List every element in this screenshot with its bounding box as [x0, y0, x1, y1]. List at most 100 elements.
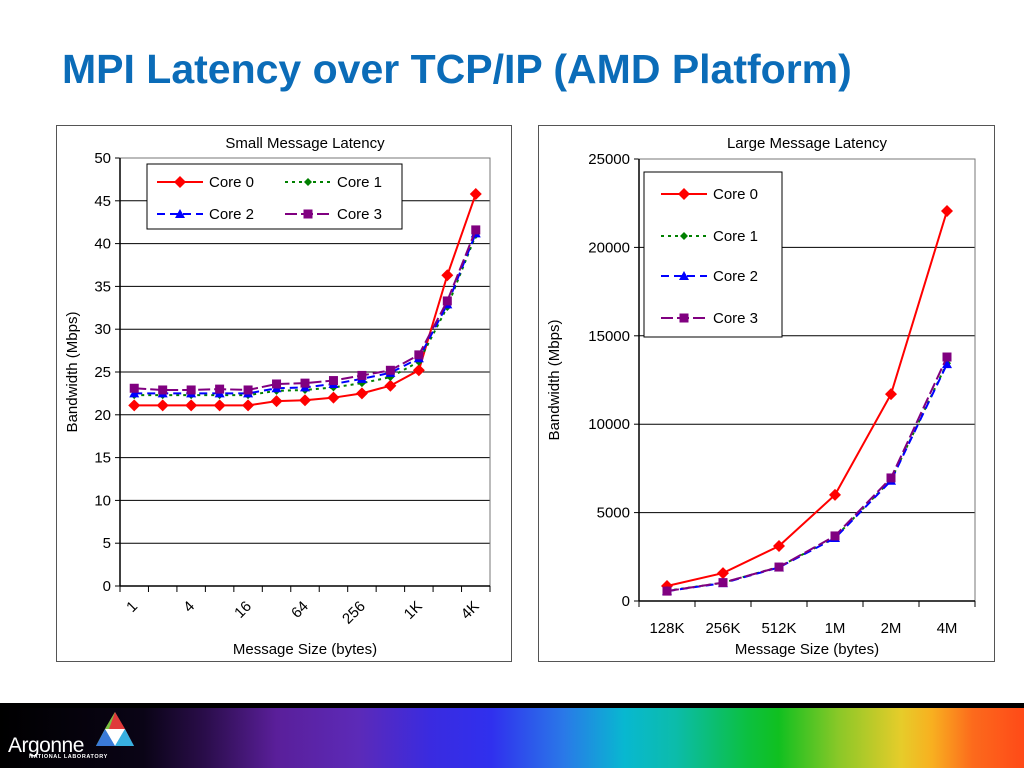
legend-label: Core 0 — [209, 174, 254, 191]
legend-label: Core 3 — [337, 206, 382, 223]
x-tick-label: 2M — [881, 620, 902, 637]
x-tick-label: 256 — [339, 598, 369, 628]
data-point — [441, 269, 454, 282]
x-tick-label: 4 — [180, 598, 198, 616]
legend-marker — [680, 232, 688, 240]
x-tick-label: 512K — [761, 620, 796, 637]
y-tick-label: 15 — [94, 450, 111, 467]
argonne-logo-icon — [96, 712, 134, 746]
series-core-2 — [662, 359, 952, 596]
data-point — [327, 391, 340, 404]
data-point — [355, 387, 368, 400]
spectrum-gradient — [0, 708, 1024, 768]
chart-title: Small Message Latency — [225, 135, 385, 152]
data-point — [885, 388, 897, 401]
data-point — [386, 373, 395, 382]
y-tick-label: 0 — [103, 578, 111, 595]
legend-marker — [174, 176, 186, 188]
y-tick-label: 15000 — [588, 328, 630, 345]
data-point — [156, 399, 169, 412]
series-line — [666, 362, 948, 592]
x-tick-label: 1K — [401, 598, 426, 623]
data-point — [242, 399, 255, 412]
data-point — [243, 385, 253, 395]
x-tick-label: 1M — [825, 620, 846, 637]
x-tick-label: 16 — [231, 598, 255, 622]
y-tick-label: 0 — [622, 593, 630, 610]
legend-marker — [679, 271, 689, 280]
chart-title: Large Message Latency — [727, 135, 888, 152]
legend-item: Core 2 — [661, 268, 758, 285]
legend-item: Core 3 — [661, 310, 758, 327]
y-tick-label: 30 — [94, 321, 111, 338]
logo-subtitle: NATIONAL LABORATORY — [29, 754, 108, 760]
data-point — [773, 540, 785, 553]
legend-label: Core 0 — [713, 186, 758, 203]
data-point — [662, 586, 672, 596]
y-tick-label: 35 — [94, 278, 111, 295]
legend-item: Core 3 — [285, 206, 382, 223]
y-tick-label: 10000 — [588, 416, 630, 433]
data-point — [357, 379, 366, 388]
series-line — [134, 234, 477, 397]
data-point — [774, 562, 784, 572]
data-point — [941, 204, 953, 217]
data-point — [384, 379, 397, 392]
legend: Core 0 Core 1 Core 2 Core 3 — [643, 171, 783, 338]
series-line — [666, 356, 948, 593]
footer-divider — [0, 703, 1024, 708]
data-point — [158, 385, 168, 395]
series-core-3 — [129, 225, 481, 395]
series-line — [666, 363, 948, 593]
large-message-chart: Large Message Latency 0 5000 10000 15000 2000… — [546, 135, 976, 658]
legend-frame — [643, 171, 783, 338]
legend-item: Core 1 — [285, 174, 382, 191]
y-tick-label: 25 — [94, 364, 111, 381]
data-point — [471, 225, 481, 235]
legend-label: Core 2 — [209, 206, 254, 223]
y-tick-label: 40 — [94, 236, 111, 253]
data-point — [442, 296, 452, 306]
data-point — [299, 394, 311, 407]
x-axis-label: Message Size (bytes) — [233, 641, 377, 658]
y-tick-label: 50 — [94, 150, 111, 167]
legend-label: Core 3 — [713, 310, 758, 327]
legend-label: Core 2 — [713, 268, 758, 285]
series-core-1 — [130, 231, 480, 400]
data-point — [886, 473, 896, 483]
data-point — [717, 567, 729, 580]
y-tick-label: 10 — [94, 492, 111, 509]
data-point — [469, 187, 482, 200]
data-point — [718, 578, 728, 588]
x-tick-label: 4K — [458, 598, 483, 623]
series-line — [134, 232, 477, 395]
series-core-0 — [128, 187, 482, 412]
data-point — [414, 350, 424, 360]
data-point — [186, 385, 196, 395]
legend-label: Core 1 — [713, 228, 758, 245]
x-tick-label: 1 — [123, 598, 141, 616]
legend-marker — [679, 313, 689, 323]
data-point — [385, 365, 395, 375]
footer-banner — [0, 703, 1024, 768]
y-axis-label: Bandwidth (Mbps) — [64, 312, 81, 433]
y-tick-label: 20000 — [588, 239, 630, 256]
data-point — [829, 488, 841, 501]
y-axis-label: Bandwidth (Mbps) — [546, 320, 563, 441]
data-point — [942, 352, 952, 362]
legend-item: Core 0 — [661, 186, 758, 203]
small-message-chart: Small Message Latency 0 5 10 15 20 25 30 35 40 45 5… — [64, 135, 491, 658]
data-point — [272, 379, 282, 389]
legend-frame — [146, 163, 403, 230]
logo-wordmark: Argonne — [8, 734, 84, 757]
x-tick-label: 128K — [649, 620, 684, 637]
data-point — [328, 376, 338, 386]
legend-item: Core 0 — [157, 174, 254, 191]
legend-marker — [304, 178, 312, 186]
y-tick-label: 20 — [94, 407, 111, 424]
legend-marker — [678, 188, 690, 200]
data-point — [830, 531, 840, 541]
data-point — [129, 383, 139, 393]
y-tick-label: 45 — [94, 193, 111, 210]
legend: Core 0 Core 1 Core 2 Core 3 — [146, 163, 403, 230]
